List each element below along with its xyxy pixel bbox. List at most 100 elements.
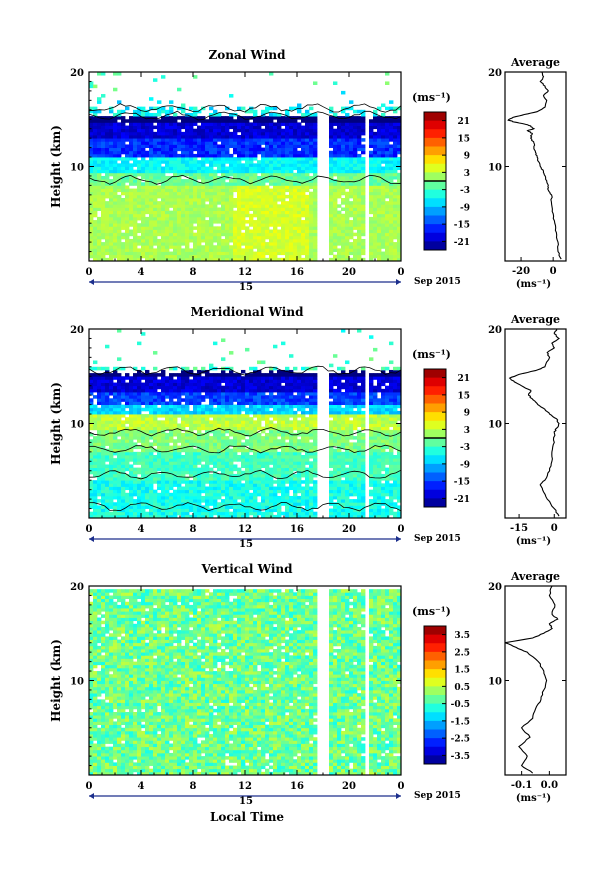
heat-cell (165, 229, 170, 234)
heat-cell (149, 204, 154, 208)
heat-cell (245, 257, 250, 262)
heat-cell (93, 470, 98, 475)
heat-cell (97, 157, 102, 161)
heat-cell (97, 175, 102, 180)
heat-cell (161, 492, 166, 497)
heat-cell (185, 388, 190, 393)
heat-cell (237, 179, 242, 183)
heat-cell (241, 141, 246, 145)
heat-cell (185, 251, 190, 256)
heat-cell (145, 423, 150, 428)
heat-cell (349, 138, 354, 142)
heat-cell (337, 220, 342, 224)
heat-cell (193, 216, 198, 221)
heat-cell (193, 138, 198, 142)
heat-cell (249, 242, 254, 246)
heat-cell (185, 238, 190, 243)
heat-cell (205, 229, 210, 234)
heat-cell (117, 210, 122, 215)
heat-cell (205, 157, 210, 161)
heat-cell (133, 426, 138, 431)
heat-cell (237, 216, 242, 221)
heat-cell (105, 248, 110, 252)
heat-cell (369, 185, 374, 189)
heat-cell (249, 245, 254, 249)
heat-cell (117, 426, 122, 431)
heat-cell (353, 251, 358, 256)
heat-cell (285, 116, 290, 120)
heat-cell (361, 191, 366, 196)
heat-cell (197, 166, 202, 171)
heat-cell (289, 166, 294, 171)
heat-cell (113, 495, 118, 500)
heat-cell (193, 477, 198, 481)
heat-cell (213, 505, 218, 509)
heat-cell (197, 379, 202, 383)
heat-cell (109, 131, 114, 136)
heat-cell (137, 505, 142, 509)
heat-cell (117, 179, 122, 183)
heat-cell (93, 213, 98, 218)
heat-cell (237, 119, 242, 123)
heat-cell (149, 499, 154, 503)
heat-cell (117, 473, 122, 478)
heat-cell (189, 451, 194, 456)
heat-cell (393, 135, 398, 139)
heat-cell (109, 407, 114, 412)
heat-cell (169, 420, 174, 424)
heat-cell (353, 119, 358, 123)
heat-cell (89, 251, 94, 256)
heat-cell (141, 166, 146, 171)
heat-cell (205, 147, 210, 152)
heat-cell (197, 204, 202, 208)
heat-cell (261, 220, 266, 224)
heat-cell (129, 398, 134, 402)
heat-cell (381, 245, 386, 249)
heat-cell (181, 138, 186, 142)
heat-cell (117, 417, 122, 421)
heat-cell (305, 204, 310, 208)
heat-cell (265, 116, 270, 120)
heat-cell (89, 125, 94, 130)
heat-cell (237, 238, 242, 243)
heat-cell (209, 385, 214, 390)
heat-cell (257, 169, 262, 174)
heat-cell (285, 194, 290, 199)
heat-cell (89, 376, 94, 380)
heat-cell (189, 248, 194, 252)
heatmap-cells (89, 72, 402, 262)
heat-cell (305, 169, 310, 174)
heat-cell (385, 119, 390, 123)
heat-cell (257, 144, 262, 148)
heat-cell (89, 382, 94, 387)
heat-cell (229, 153, 234, 158)
heat-cell (201, 194, 206, 199)
heat-cell (93, 385, 98, 390)
heat-cell (117, 242, 122, 246)
heat-cell (341, 125, 346, 130)
heat-cell (217, 157, 222, 161)
heat-cell (185, 514, 190, 519)
heat-cell (233, 216, 238, 221)
heat-cell (153, 257, 158, 262)
heat-cell (153, 232, 158, 237)
heat-cell (245, 226, 250, 230)
heat-cell (273, 157, 278, 161)
heat-cell (137, 404, 142, 409)
heat-cell (213, 141, 218, 145)
heat-cell (393, 157, 398, 161)
heat-cell (197, 407, 202, 412)
heat-cell (141, 251, 146, 256)
heat-cell (237, 232, 242, 237)
heat-cell (113, 125, 118, 130)
heat-cell (397, 220, 402, 224)
heat-cell (245, 179, 250, 183)
heat-cell (265, 144, 270, 148)
heat-cell (145, 216, 150, 221)
heat-cell (137, 376, 142, 380)
heat-cell (221, 150, 226, 155)
heat-cell (145, 429, 150, 434)
heat-cell (329, 201, 334, 205)
heat-cell (125, 499, 130, 503)
heat-cell (125, 392, 130, 396)
